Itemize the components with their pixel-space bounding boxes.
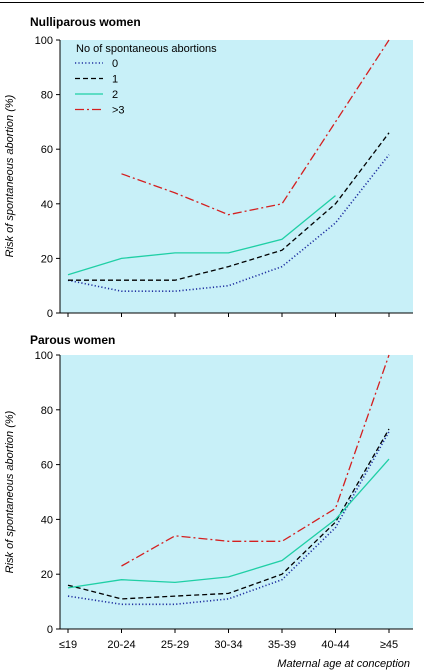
- plot-area-nulliparous: [60, 40, 413, 313]
- y-tick-label: 40: [41, 514, 53, 526]
- series-group-nulliparous: [67, 39, 390, 293]
- legend-label: 1: [112, 74, 118, 86]
- y-tick-label: 20: [41, 253, 53, 265]
- x-tick-label: 30-34: [214, 639, 242, 651]
- x-tick-label: 35-39: [268, 639, 296, 651]
- y-tick-label: 80: [41, 90, 53, 102]
- legend-label: >3: [112, 105, 125, 117]
- y-tick-label: 0: [47, 308, 53, 320]
- panel-title-nulliparous: Nulliparous women: [30, 15, 141, 29]
- y-tick-label: 100: [35, 350, 53, 362]
- legend-title: No of spontaneous abortions: [76, 43, 217, 55]
- series-line-nulliparous-0: [67, 154, 390, 293]
- y-axis-label-nulliparous: Risk of spontaneous abortion (%): [4, 94, 16, 257]
- y-axis-label-parous: Risk of spontaneous abortion (%): [4, 410, 16, 573]
- legend-label: 0: [112, 58, 118, 70]
- axes-parous: 0 20 40 60 80 100 ≤19 20-24 25-29 30-34 35-39 40-44…: [35, 350, 413, 651]
- x-tick-label: ≥45: [380, 639, 398, 651]
- panel-parous: Parous women 0 20 40 60 80 100 ≤19 20-24 25-29 30…: [4, 333, 413, 670]
- x-tick-label: 20-24: [107, 639, 135, 651]
- y-tick-label: 20: [41, 569, 53, 581]
- legend: No of spontaneous abortions 0 1 2 >3: [75, 43, 217, 117]
- y-tick-label: 40: [41, 199, 53, 211]
- y-tick-label: 0: [47, 624, 53, 636]
- series-line-parous-3: [121, 354, 390, 567]
- x-tick-label: 25-29: [161, 639, 189, 651]
- series-line-nulliparous-2: [67, 195, 336, 276]
- x-axis-label: Maternal age at conception: [277, 658, 410, 670]
- series-group-parous: [67, 354, 390, 606]
- series-line-parous-0: [67, 431, 390, 606]
- plot-area-parous: [60, 355, 413, 629]
- y-tick-label: 100: [35, 35, 53, 47]
- series-line-nulliparous-3: [121, 39, 390, 216]
- x-tick-label: 40-44: [321, 639, 349, 651]
- series-line-parous-2: [67, 458, 390, 589]
- series-line-parous-1: [67, 428, 390, 600]
- x-tick-label: ≤19: [59, 639, 77, 651]
- y-tick-label: 80: [41, 405, 53, 417]
- series-line-nulliparous-1: [68, 132, 390, 281]
- y-tick-label: 60: [41, 460, 53, 472]
- y-tick-label: 60: [41, 144, 53, 156]
- legend-label: 2: [112, 89, 118, 101]
- panel-title-parous: Parous women: [30, 333, 115, 347]
